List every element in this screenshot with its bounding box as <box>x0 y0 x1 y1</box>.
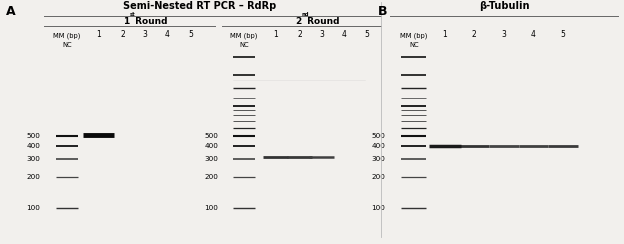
Text: MM (bp): MM (bp) <box>230 33 258 39</box>
Text: 300: 300 <box>371 156 386 162</box>
Text: A: A <box>6 5 16 18</box>
Text: Round: Round <box>305 17 339 26</box>
Text: β-Tubulin: β-Tubulin <box>479 1 529 11</box>
Text: 300: 300 <box>26 156 40 162</box>
Text: 2: 2 <box>472 30 477 39</box>
Text: B: B <box>378 5 387 18</box>
Text: 300: 300 <box>205 156 218 162</box>
Text: 2: 2 <box>120 30 125 39</box>
Text: 5: 5 <box>560 30 565 39</box>
Text: 2: 2 <box>297 30 302 39</box>
Text: 200: 200 <box>371 174 386 180</box>
Text: 3: 3 <box>319 30 324 39</box>
Text: 100: 100 <box>205 204 218 211</box>
Text: 3: 3 <box>502 30 506 39</box>
Text: 200: 200 <box>205 174 218 180</box>
Text: NC: NC <box>409 42 419 48</box>
Text: 400: 400 <box>205 143 218 149</box>
Text: MM (bp): MM (bp) <box>400 33 427 39</box>
Text: 2: 2 <box>295 17 301 26</box>
Text: nd: nd <box>301 12 309 17</box>
Text: NC: NC <box>62 42 72 48</box>
Text: st: st <box>130 12 135 17</box>
Text: 200: 200 <box>26 174 40 180</box>
Text: 100: 100 <box>371 204 386 211</box>
Text: 4: 4 <box>341 30 346 39</box>
Text: MM (bp): MM (bp) <box>53 33 80 39</box>
Text: 1: 1 <box>96 30 101 39</box>
Text: 400: 400 <box>371 143 386 149</box>
Text: 500: 500 <box>371 133 386 139</box>
Text: 1: 1 <box>442 30 447 39</box>
Text: 1: 1 <box>273 30 278 39</box>
Text: Round: Round <box>132 17 167 26</box>
Text: 500: 500 <box>205 133 218 139</box>
Text: Semi-Nested RT PCR – RdRp: Semi-Nested RT PCR – RdRp <box>123 1 276 11</box>
Text: 100: 100 <box>26 204 40 211</box>
Text: 5: 5 <box>364 30 369 39</box>
Text: 3: 3 <box>142 30 147 39</box>
Text: 5: 5 <box>189 30 193 39</box>
Text: 500: 500 <box>26 133 40 139</box>
Text: NC: NC <box>239 42 248 48</box>
Text: 1: 1 <box>123 17 130 26</box>
Text: 4: 4 <box>165 30 170 39</box>
Text: 4: 4 <box>531 30 536 39</box>
Text: 400: 400 <box>26 143 40 149</box>
